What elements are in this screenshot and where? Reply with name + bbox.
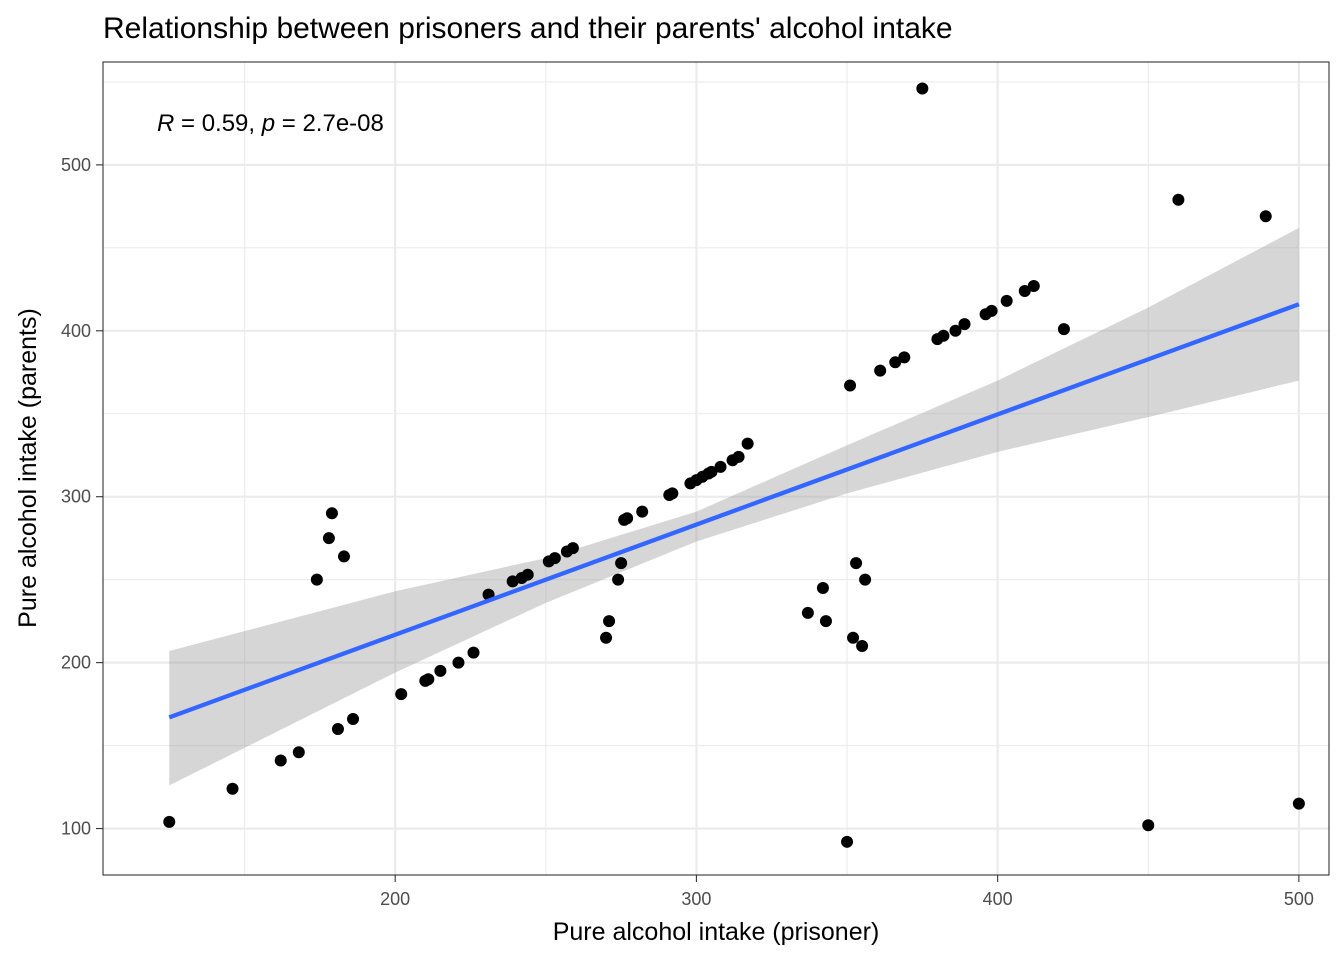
data-point — [636, 505, 649, 518]
data-point — [705, 465, 718, 478]
grid — [103, 62, 1329, 875]
confidence-band-layer — [169, 227, 1299, 786]
x-tick-label: 500 — [1284, 889, 1314, 909]
regression-line-layer — [168, 302, 1300, 720]
data-point — [958, 318, 971, 331]
data-point — [612, 573, 625, 586]
data-point — [1172, 193, 1185, 206]
data-point — [331, 722, 344, 735]
data-point — [732, 450, 745, 463]
data-point — [889, 356, 902, 369]
data-point — [874, 364, 887, 377]
data-point — [859, 573, 872, 586]
data-point — [847, 631, 860, 644]
p-label: p — [261, 110, 275, 137]
data-point — [850, 557, 863, 570]
data-point — [274, 754, 287, 767]
data-point — [916, 82, 929, 95]
data-point — [1027, 279, 1040, 292]
data-point — [292, 746, 305, 759]
data-point — [395, 688, 408, 701]
data-point — [741, 437, 754, 450]
data-point — [801, 606, 814, 619]
correlation-annotation: R = 0.59, p = 2.7e-08 — [157, 110, 384, 137]
data-point — [452, 656, 465, 669]
data-point — [841, 835, 854, 848]
data-point — [566, 542, 579, 555]
regression-line — [168, 302, 1300, 720]
data-point — [226, 782, 239, 795]
confidence-band — [169, 227, 1299, 786]
x-tick-label: 200 — [380, 889, 410, 909]
data-point — [844, 379, 857, 392]
plot-border — [102, 61, 1330, 876]
data-point — [819, 615, 832, 628]
data-point — [422, 673, 435, 686]
data-point — [163, 815, 176, 828]
data-point — [548, 552, 561, 565]
x-axis: 200 300 400 500 — [380, 875, 1314, 909]
data-point — [603, 615, 616, 628]
data-point — [347, 713, 360, 726]
data-point — [621, 512, 634, 525]
data-point — [714, 460, 727, 473]
chart-title: Relationship between prisoners and their… — [103, 12, 953, 45]
data-point — [337, 550, 350, 563]
data-point — [1000, 294, 1013, 307]
data-point — [1018, 284, 1031, 297]
data-point — [1057, 323, 1070, 336]
data-point — [898, 351, 911, 364]
data-point — [937, 329, 950, 342]
data-point — [1292, 797, 1305, 810]
y-tick-label: 400 — [61, 321, 91, 341]
p-value: = 2.7e-08 — [275, 110, 384, 137]
y-tick-label: 200 — [61, 653, 91, 673]
data-point — [467, 646, 480, 659]
data-point — [949, 324, 962, 337]
x-tick-label: 300 — [681, 889, 711, 909]
data-point — [434, 664, 447, 677]
y-axis-title: Pure alcohol intake (parents) — [14, 308, 42, 628]
data-point — [325, 507, 338, 520]
y-axis: 100 200 300 400 500 — [61, 155, 103, 839]
data-point — [506, 575, 519, 588]
data-point — [521, 568, 534, 581]
data-point — [600, 631, 613, 644]
data-point — [816, 581, 829, 594]
y-tick-label: 300 — [61, 487, 91, 507]
data-point — [985, 304, 998, 317]
data-point — [666, 487, 679, 500]
x-tick-label: 400 — [983, 889, 1013, 909]
data-point — [322, 532, 335, 545]
x-axis-title: Pure alcohol intake (prisoner) — [553, 918, 880, 946]
r-label: R — [157, 110, 174, 137]
data-point — [310, 573, 323, 586]
data-point — [856, 640, 869, 653]
r-value: = 0.59, — [174, 110, 261, 137]
data-point — [615, 557, 628, 570]
data-point — [1259, 210, 1272, 223]
data-point — [1142, 819, 1155, 832]
y-tick-label: 100 — [61, 819, 91, 839]
y-tick-label: 500 — [61, 155, 91, 175]
plot-area — [102, 61, 1330, 876]
points-layer — [163, 82, 1305, 848]
